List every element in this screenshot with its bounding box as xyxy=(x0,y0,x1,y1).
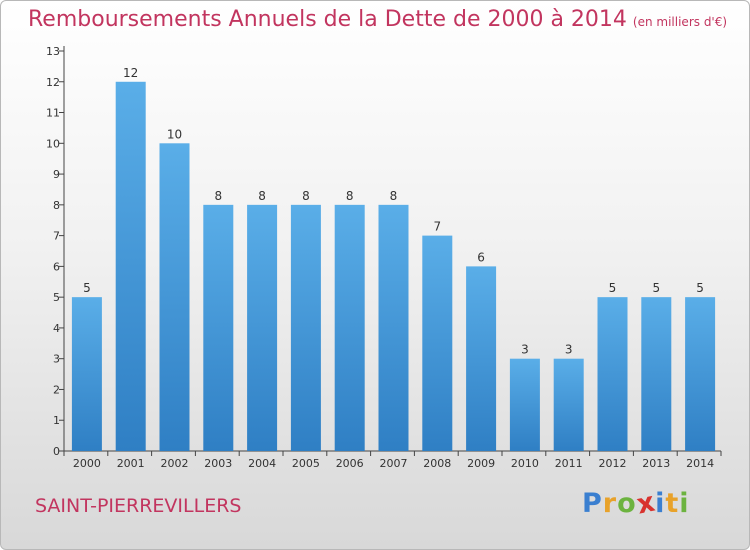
y-tick-label: 10 xyxy=(46,137,60,150)
data-label: 5 xyxy=(696,281,704,295)
bar-layer: 5 12 10 8 8 8 8 8 7 6 3 3 5 5 5 xyxy=(71,66,716,452)
bar xyxy=(685,297,716,451)
logo-letter: i xyxy=(679,488,690,519)
data-label: 3 xyxy=(565,343,573,357)
y-tick-label: 1 xyxy=(53,414,60,427)
y-tick-label: 3 xyxy=(53,353,60,366)
data-label: 5 xyxy=(609,281,617,295)
bar xyxy=(247,204,278,451)
x-tick-label: 2007 xyxy=(380,457,408,470)
x-tick-label: 2005 xyxy=(292,457,320,470)
data-label: 3 xyxy=(521,343,529,357)
proxiti-logo[interactable]: Proxiti xyxy=(582,486,690,520)
x-tick-label: 2008 xyxy=(423,457,451,470)
bar xyxy=(509,358,540,451)
x-tick-label: 2000 xyxy=(73,457,101,470)
data-label: 12 xyxy=(123,66,138,80)
data-label: 10 xyxy=(167,127,182,141)
chart-subtitle: (en milliers d'€) xyxy=(632,15,728,29)
y-tick-label: 8 xyxy=(53,199,60,212)
data-label: 8 xyxy=(302,189,310,203)
data-label: 8 xyxy=(258,189,266,203)
x-tick-label: 2006 xyxy=(336,457,364,470)
bar xyxy=(553,358,584,451)
x-tick-label: 2002 xyxy=(161,457,189,470)
y-tick-label: 12 xyxy=(46,76,60,89)
chart-title: Remboursements Annuels de la Dette de 20… xyxy=(28,7,728,32)
y-tick-label: 9 xyxy=(53,168,60,181)
logo-letter: i xyxy=(655,488,666,519)
y-tick-label: 4 xyxy=(53,322,60,335)
bar xyxy=(597,297,628,451)
data-label: 8 xyxy=(390,189,398,203)
data-label: 5 xyxy=(652,281,660,295)
y-tick-label: 7 xyxy=(53,230,60,243)
data-label: 5 xyxy=(83,281,91,295)
y-tick-label: 0 xyxy=(53,445,60,458)
bar xyxy=(641,297,672,451)
x-tick-label: 2010 xyxy=(511,457,539,470)
bar xyxy=(203,204,234,451)
bar xyxy=(290,204,321,451)
data-label: 8 xyxy=(346,189,354,203)
bar xyxy=(71,297,102,451)
logo-letter: o xyxy=(617,488,637,519)
y-tick-label: 11 xyxy=(46,107,60,120)
commune-name: SAINT-PIERREVILLERS xyxy=(35,495,242,517)
bar xyxy=(422,235,453,451)
x-tick-label: 2004 xyxy=(248,457,276,470)
data-label: 7 xyxy=(433,220,441,234)
x-tick-label: 2014 xyxy=(686,457,714,470)
bar xyxy=(115,81,146,452)
logo-letter: t xyxy=(665,488,680,519)
bar xyxy=(159,143,190,452)
data-label: 8 xyxy=(214,189,222,203)
y-tick-label: 2 xyxy=(53,383,60,396)
y-tick-label: 13 xyxy=(46,45,60,58)
y-tick-label: 6 xyxy=(53,260,60,273)
logo-letter: r xyxy=(602,488,618,519)
x-tick-label: 2013 xyxy=(642,457,670,470)
x-tick-label: 2011 xyxy=(555,457,583,470)
bar xyxy=(378,204,409,451)
logo-letter: P xyxy=(582,488,603,519)
y-tick-label: 5 xyxy=(53,291,60,304)
bar xyxy=(466,266,497,451)
bar xyxy=(334,204,365,451)
x-tick-label: 2009 xyxy=(467,457,495,470)
data-label: 6 xyxy=(477,250,485,264)
x-tick-label: 2012 xyxy=(599,457,627,470)
x-tick-label: 2001 xyxy=(117,457,145,470)
x-tick-label: 2003 xyxy=(204,457,232,470)
